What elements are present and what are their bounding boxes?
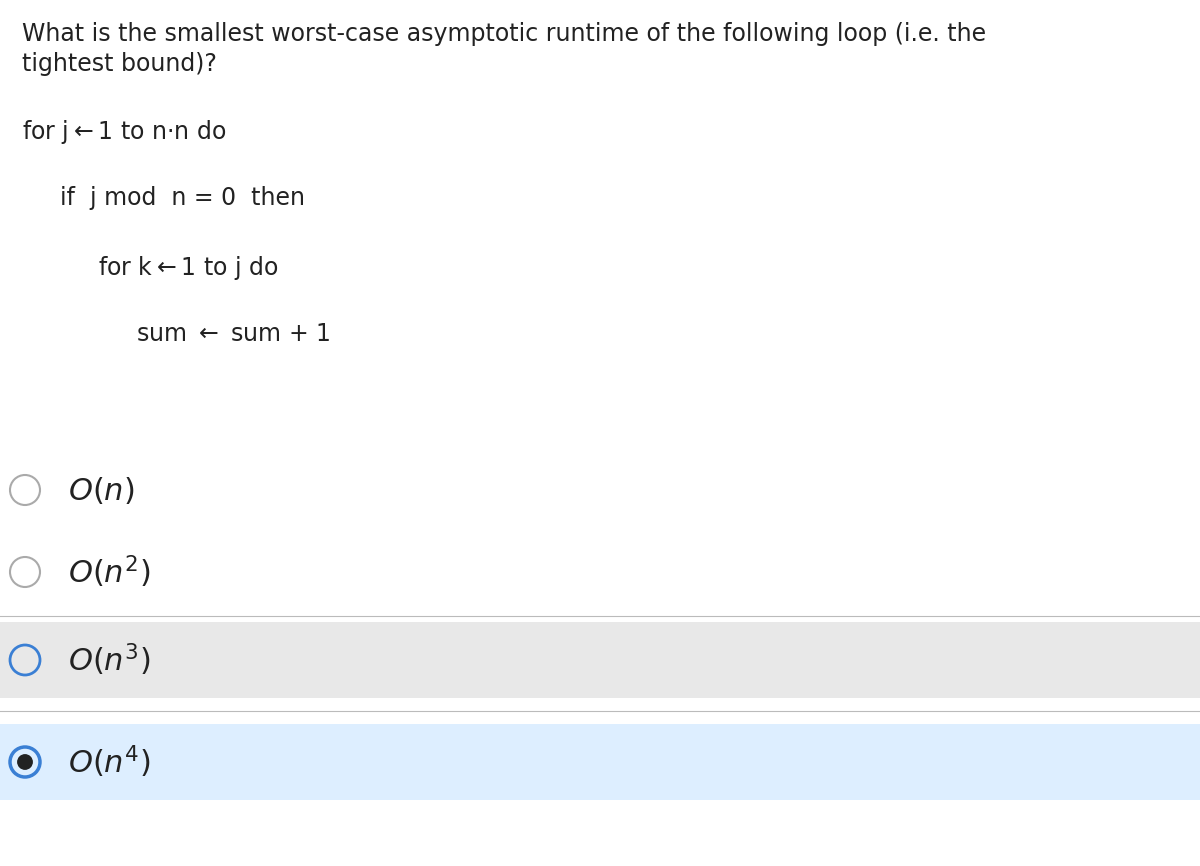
Text: What is the smallest worst-case asymptotic runtime of the following loop (i.e. t: What is the smallest worst-case asymptot… <box>22 22 986 46</box>
Circle shape <box>18 755 32 769</box>
Text: sum $\leftarrow$ sum + 1: sum $\leftarrow$ sum + 1 <box>136 322 330 346</box>
Text: for j$\leftarrow$1 to n$\cdot$n do: for j$\leftarrow$1 to n$\cdot$n do <box>22 118 227 146</box>
Text: if  j mod  n = 0  then: if j mod n = 0 then <box>60 186 305 210</box>
Text: $O(n)$: $O(n)$ <box>68 475 134 506</box>
Text: tightest bound)?: tightest bound)? <box>22 52 217 76</box>
FancyBboxPatch shape <box>0 622 1200 698</box>
Text: for k$\leftarrow$1 to j do: for k$\leftarrow$1 to j do <box>98 254 278 282</box>
FancyBboxPatch shape <box>0 724 1200 800</box>
Text: $O(n^2)$: $O(n^2)$ <box>68 553 150 591</box>
Text: $O(n^4)$: $O(n^4)$ <box>68 744 150 780</box>
Text: $O(n^3)$: $O(n^3)$ <box>68 642 150 678</box>
